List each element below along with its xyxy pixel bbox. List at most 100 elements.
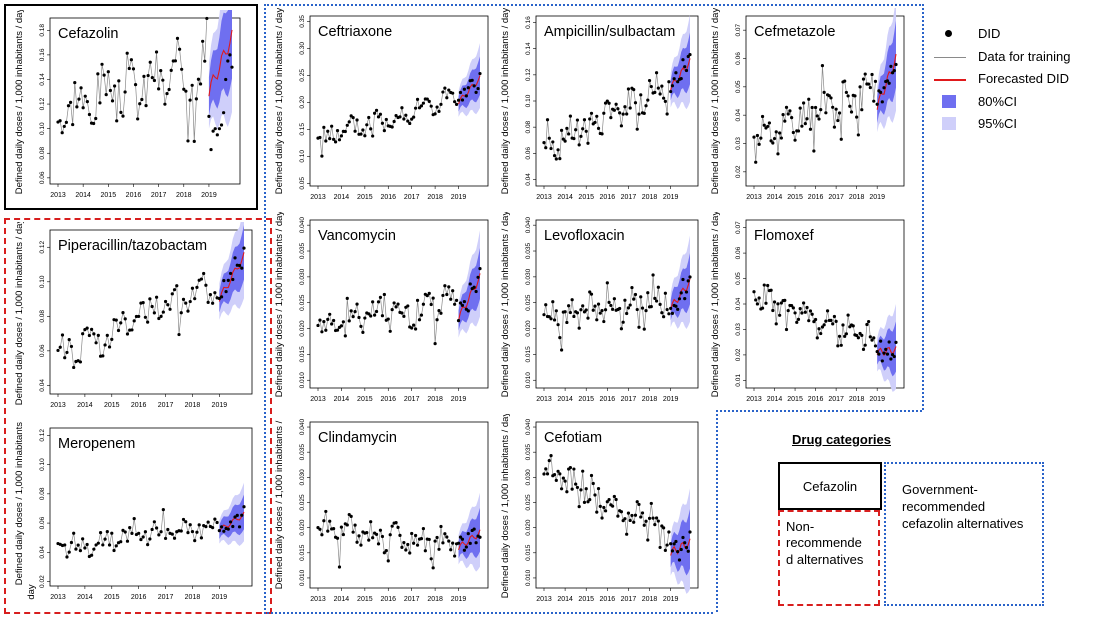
did-point (584, 308, 588, 312)
x-tick-label: 2016 (808, 396, 824, 403)
category-government-label: Government- recommended cefazolin altern… (902, 482, 1024, 531)
did-point (373, 111, 377, 115)
did-point (790, 303, 794, 308)
x-tick-label: 2019 (201, 192, 217, 199)
did-point (231, 524, 235, 529)
did-point (361, 330, 365, 335)
did-point (626, 511, 631, 515)
did-point (836, 118, 840, 123)
did-point (195, 530, 199, 534)
did-point (77, 97, 81, 101)
did-point (669, 542, 673, 546)
did-point (800, 124, 804, 128)
did-point (676, 307, 680, 311)
frame-notch-edge (716, 410, 922, 412)
did-point (382, 292, 386, 297)
did-point (181, 297, 186, 301)
did-point (658, 302, 662, 306)
did-point (829, 318, 833, 322)
did-point (112, 548, 116, 553)
y-tick-label: 0.07 (735, 221, 742, 234)
y-tick-label: 0.18 (39, 24, 46, 37)
did-point (868, 85, 872, 90)
did-point (856, 133, 860, 137)
y-tick-label: 0.25 (299, 69, 306, 82)
did-point (114, 544, 118, 548)
did-point (322, 125, 326, 129)
did-point (110, 337, 114, 342)
did-point (137, 314, 141, 319)
y-tick-label: 0.16 (39, 48, 46, 61)
chart-ceftriaxone: Ceftriaxone 0.05 0.10 0.15 0.20 0.25 0.30 0.35 2… (274, 8, 489, 201)
y-axis-label: Defined daily doses / 1,000 inhabitants … (274, 8, 285, 194)
did-point (119, 321, 123, 325)
x-tick-label: 2018 (642, 194, 658, 201)
did-point (565, 126, 569, 130)
y-tick-label: 0.35 (299, 15, 306, 28)
did-point (637, 502, 641, 507)
did-point (558, 157, 562, 161)
did-point (400, 311, 404, 315)
did-point (347, 120, 351, 124)
did-point (341, 532, 345, 537)
x-tick-label: 2016 (380, 396, 396, 403)
did-point (660, 84, 664, 88)
did-point (146, 73, 150, 78)
did-point (677, 558, 682, 562)
did-point (595, 114, 599, 118)
did-point (563, 139, 567, 143)
did-point (832, 125, 837, 129)
x-tick-label: 2016 (600, 396, 616, 403)
y-tick-label: 0.035 (299, 444, 306, 461)
did-point (822, 323, 826, 327)
did-point (762, 283, 766, 287)
did-point (408, 551, 412, 555)
did-point (320, 533, 324, 537)
did-point (779, 136, 783, 140)
did-point (161, 310, 165, 314)
did-point (437, 109, 441, 114)
did-point (542, 472, 546, 476)
did-point (406, 542, 410, 547)
y-tick-label: 0.015 (525, 346, 532, 363)
did-point (466, 532, 470, 536)
did-point (542, 313, 546, 317)
x-tick-label: 2018 (185, 402, 201, 409)
did-point (330, 124, 334, 128)
did-point (572, 314, 576, 319)
did-point (791, 306, 795, 310)
did-point (586, 141, 590, 145)
did-point (607, 101, 611, 105)
did-point (596, 302, 601, 306)
did-point (445, 535, 449, 539)
x-tick-label: 2015 (104, 594, 120, 601)
did-point (105, 530, 109, 534)
did-point (392, 301, 396, 305)
did-point (679, 77, 683, 81)
did-point (439, 524, 443, 529)
did-point (605, 99, 609, 103)
did-point (144, 104, 148, 108)
y-tick-label: 0.03 (735, 323, 742, 336)
x-tick-label: 2014 (75, 192, 91, 199)
y-axis-label: Defined daily doses / 1,000 inhabitants … (14, 420, 25, 585)
did-point (793, 138, 797, 142)
did-point (150, 527, 154, 532)
did-point (880, 100, 884, 104)
did-point (875, 349, 879, 354)
did-point (83, 546, 87, 550)
did-point (224, 289, 228, 294)
did-point (449, 548, 453, 552)
did-point (425, 294, 429, 298)
did-point (445, 292, 449, 297)
did-point (105, 333, 109, 337)
did-point (819, 331, 823, 336)
did-point (359, 132, 363, 136)
did-point (612, 297, 616, 301)
did-point (575, 118, 580, 122)
did-point (228, 271, 233, 276)
did-point (341, 320, 345, 324)
chart-meropenem: Meropenem 0.02 0.04 0.06 0.08 0.10 0.12 2013 201… (14, 420, 253, 601)
did-point (819, 108, 823, 112)
did-point (612, 494, 616, 499)
